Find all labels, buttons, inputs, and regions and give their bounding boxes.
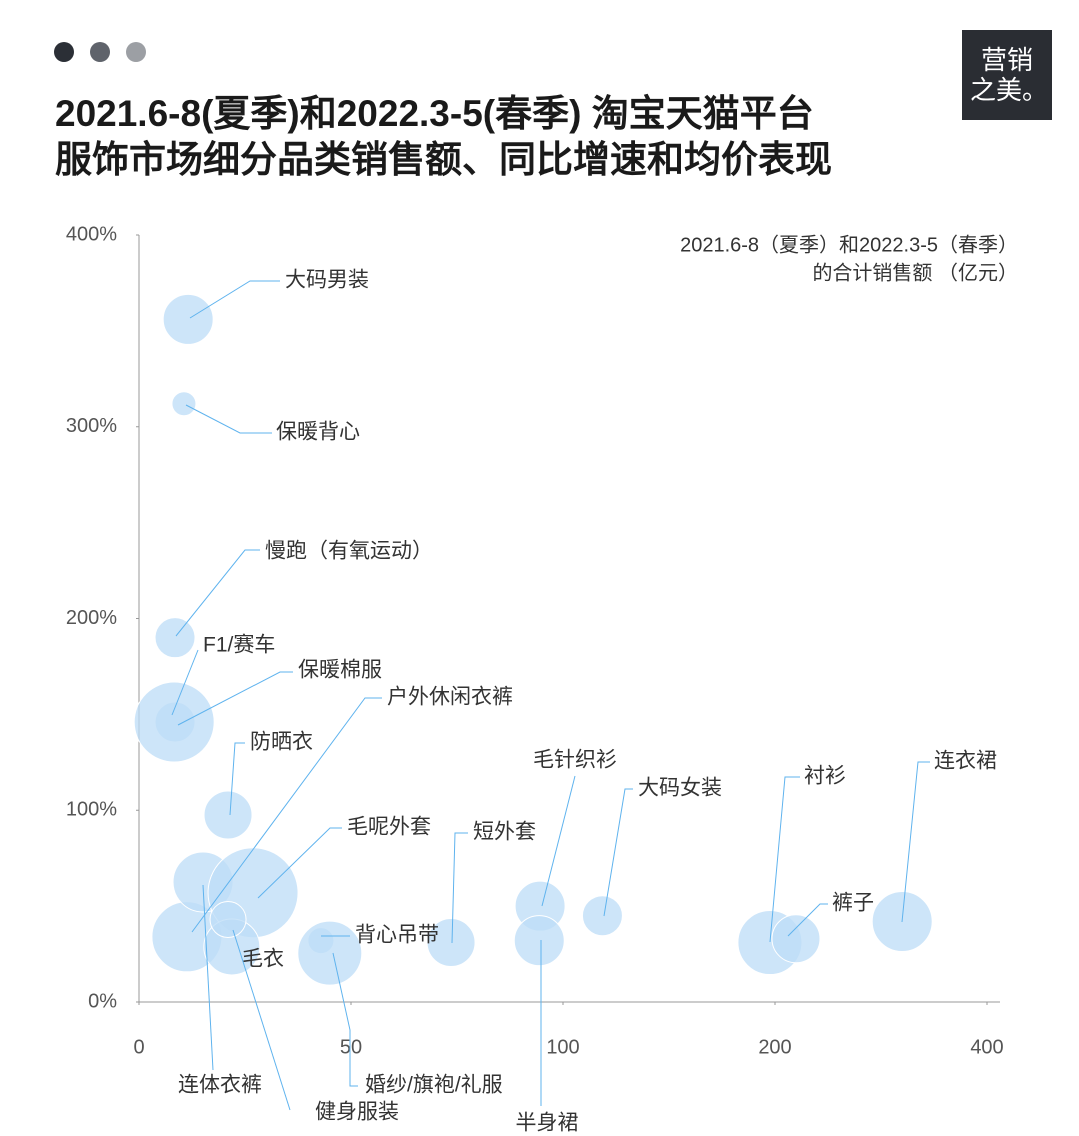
window-dot xyxy=(54,42,74,62)
leader-line xyxy=(175,549,260,637)
leader-line xyxy=(541,775,576,907)
bubble xyxy=(203,790,253,840)
logo-text: 营销 xyxy=(981,45,1033,75)
bubble-label: 防晒衣 xyxy=(250,731,313,754)
leader-line xyxy=(787,903,828,937)
leader-line xyxy=(901,761,930,923)
x-tick-label: 0 xyxy=(133,1036,144,1058)
bubble-label: F1/赛车 xyxy=(203,634,275,657)
y-tick-label: 300% xyxy=(66,415,117,437)
bubble-label: 背心吊带 xyxy=(355,924,439,947)
leader-line xyxy=(257,827,342,899)
bubble xyxy=(581,895,623,937)
bubble-label: 大码男装 xyxy=(285,269,369,292)
bubble-label: 短外套 xyxy=(473,821,536,844)
bubble-label: 保暖棉服 xyxy=(298,659,382,682)
window-dot xyxy=(126,42,146,62)
bubble xyxy=(209,901,247,939)
bubble xyxy=(771,914,821,964)
y-tick-label: 200% xyxy=(66,607,117,629)
bubble-label: 健身服装 xyxy=(315,1101,399,1124)
bubble xyxy=(513,915,565,967)
leader-line xyxy=(177,671,293,726)
bubble-label: 毛呢外套 xyxy=(347,816,431,839)
leader-line xyxy=(232,929,291,1111)
leader-line xyxy=(202,884,214,1071)
axis-note: 2021.6-8（夏季）和2022.3-5（春季） xyxy=(680,233,1018,256)
bubble-label: 衬衫 xyxy=(804,765,846,788)
leader-line xyxy=(185,404,272,434)
y-tick-label: 100% xyxy=(66,799,117,821)
logo-text: 之美。 xyxy=(970,75,1048,105)
bubble-label: 婚纱/旗袍/礼服 xyxy=(365,1074,503,1097)
leader-line xyxy=(603,788,633,917)
y-tick-label: 400% xyxy=(66,223,117,245)
leader-line xyxy=(171,649,199,716)
logo-box xyxy=(962,30,1052,120)
bubble-label: 半身裙 xyxy=(516,1112,579,1135)
x-tick-label: 400 xyxy=(970,1036,1003,1058)
chart-title: 2021.6-8(夏季)和2022.3-5(春季) 淘宝天猫平台 xyxy=(55,93,814,134)
bubble-label: 连衣裙 xyxy=(934,750,997,773)
bubble-label: 毛衣 xyxy=(242,948,284,971)
window-dot xyxy=(90,42,110,62)
bubble-label: 保暖背心 xyxy=(276,421,360,444)
y-tick-label: 0% xyxy=(88,990,117,1012)
axis-note: 的合计销售额 （亿元） xyxy=(812,261,1018,284)
bubble-label: 户外休闲衣裤 xyxy=(387,686,513,709)
bubble xyxy=(426,918,476,968)
bubble-label: 慢跑（有氧运动） xyxy=(265,540,433,563)
leader-line xyxy=(769,776,800,943)
bubble-label: 连体衣裤 xyxy=(178,1074,262,1097)
bubble xyxy=(133,681,215,763)
bubble xyxy=(171,391,197,417)
leader-line xyxy=(189,280,280,319)
chart-title: 服饰市场细分品类销售额、同比增速和均价表现 xyxy=(55,138,832,180)
x-tick-label: 100 xyxy=(546,1036,579,1058)
leader-line xyxy=(229,742,245,816)
bubble-label: 毛针织衫 xyxy=(533,749,617,772)
bubble xyxy=(162,293,214,345)
x-tick-label: 50 xyxy=(340,1036,362,1058)
bubble xyxy=(297,920,363,986)
leader-line xyxy=(451,832,468,944)
leader-line xyxy=(191,697,382,933)
bubble-label: 大码女装 xyxy=(638,777,722,800)
bubble-label: 裤子 xyxy=(832,892,874,915)
leader-line xyxy=(332,952,358,1087)
x-tick-label: 200 xyxy=(758,1036,791,1058)
bubble xyxy=(154,617,196,659)
